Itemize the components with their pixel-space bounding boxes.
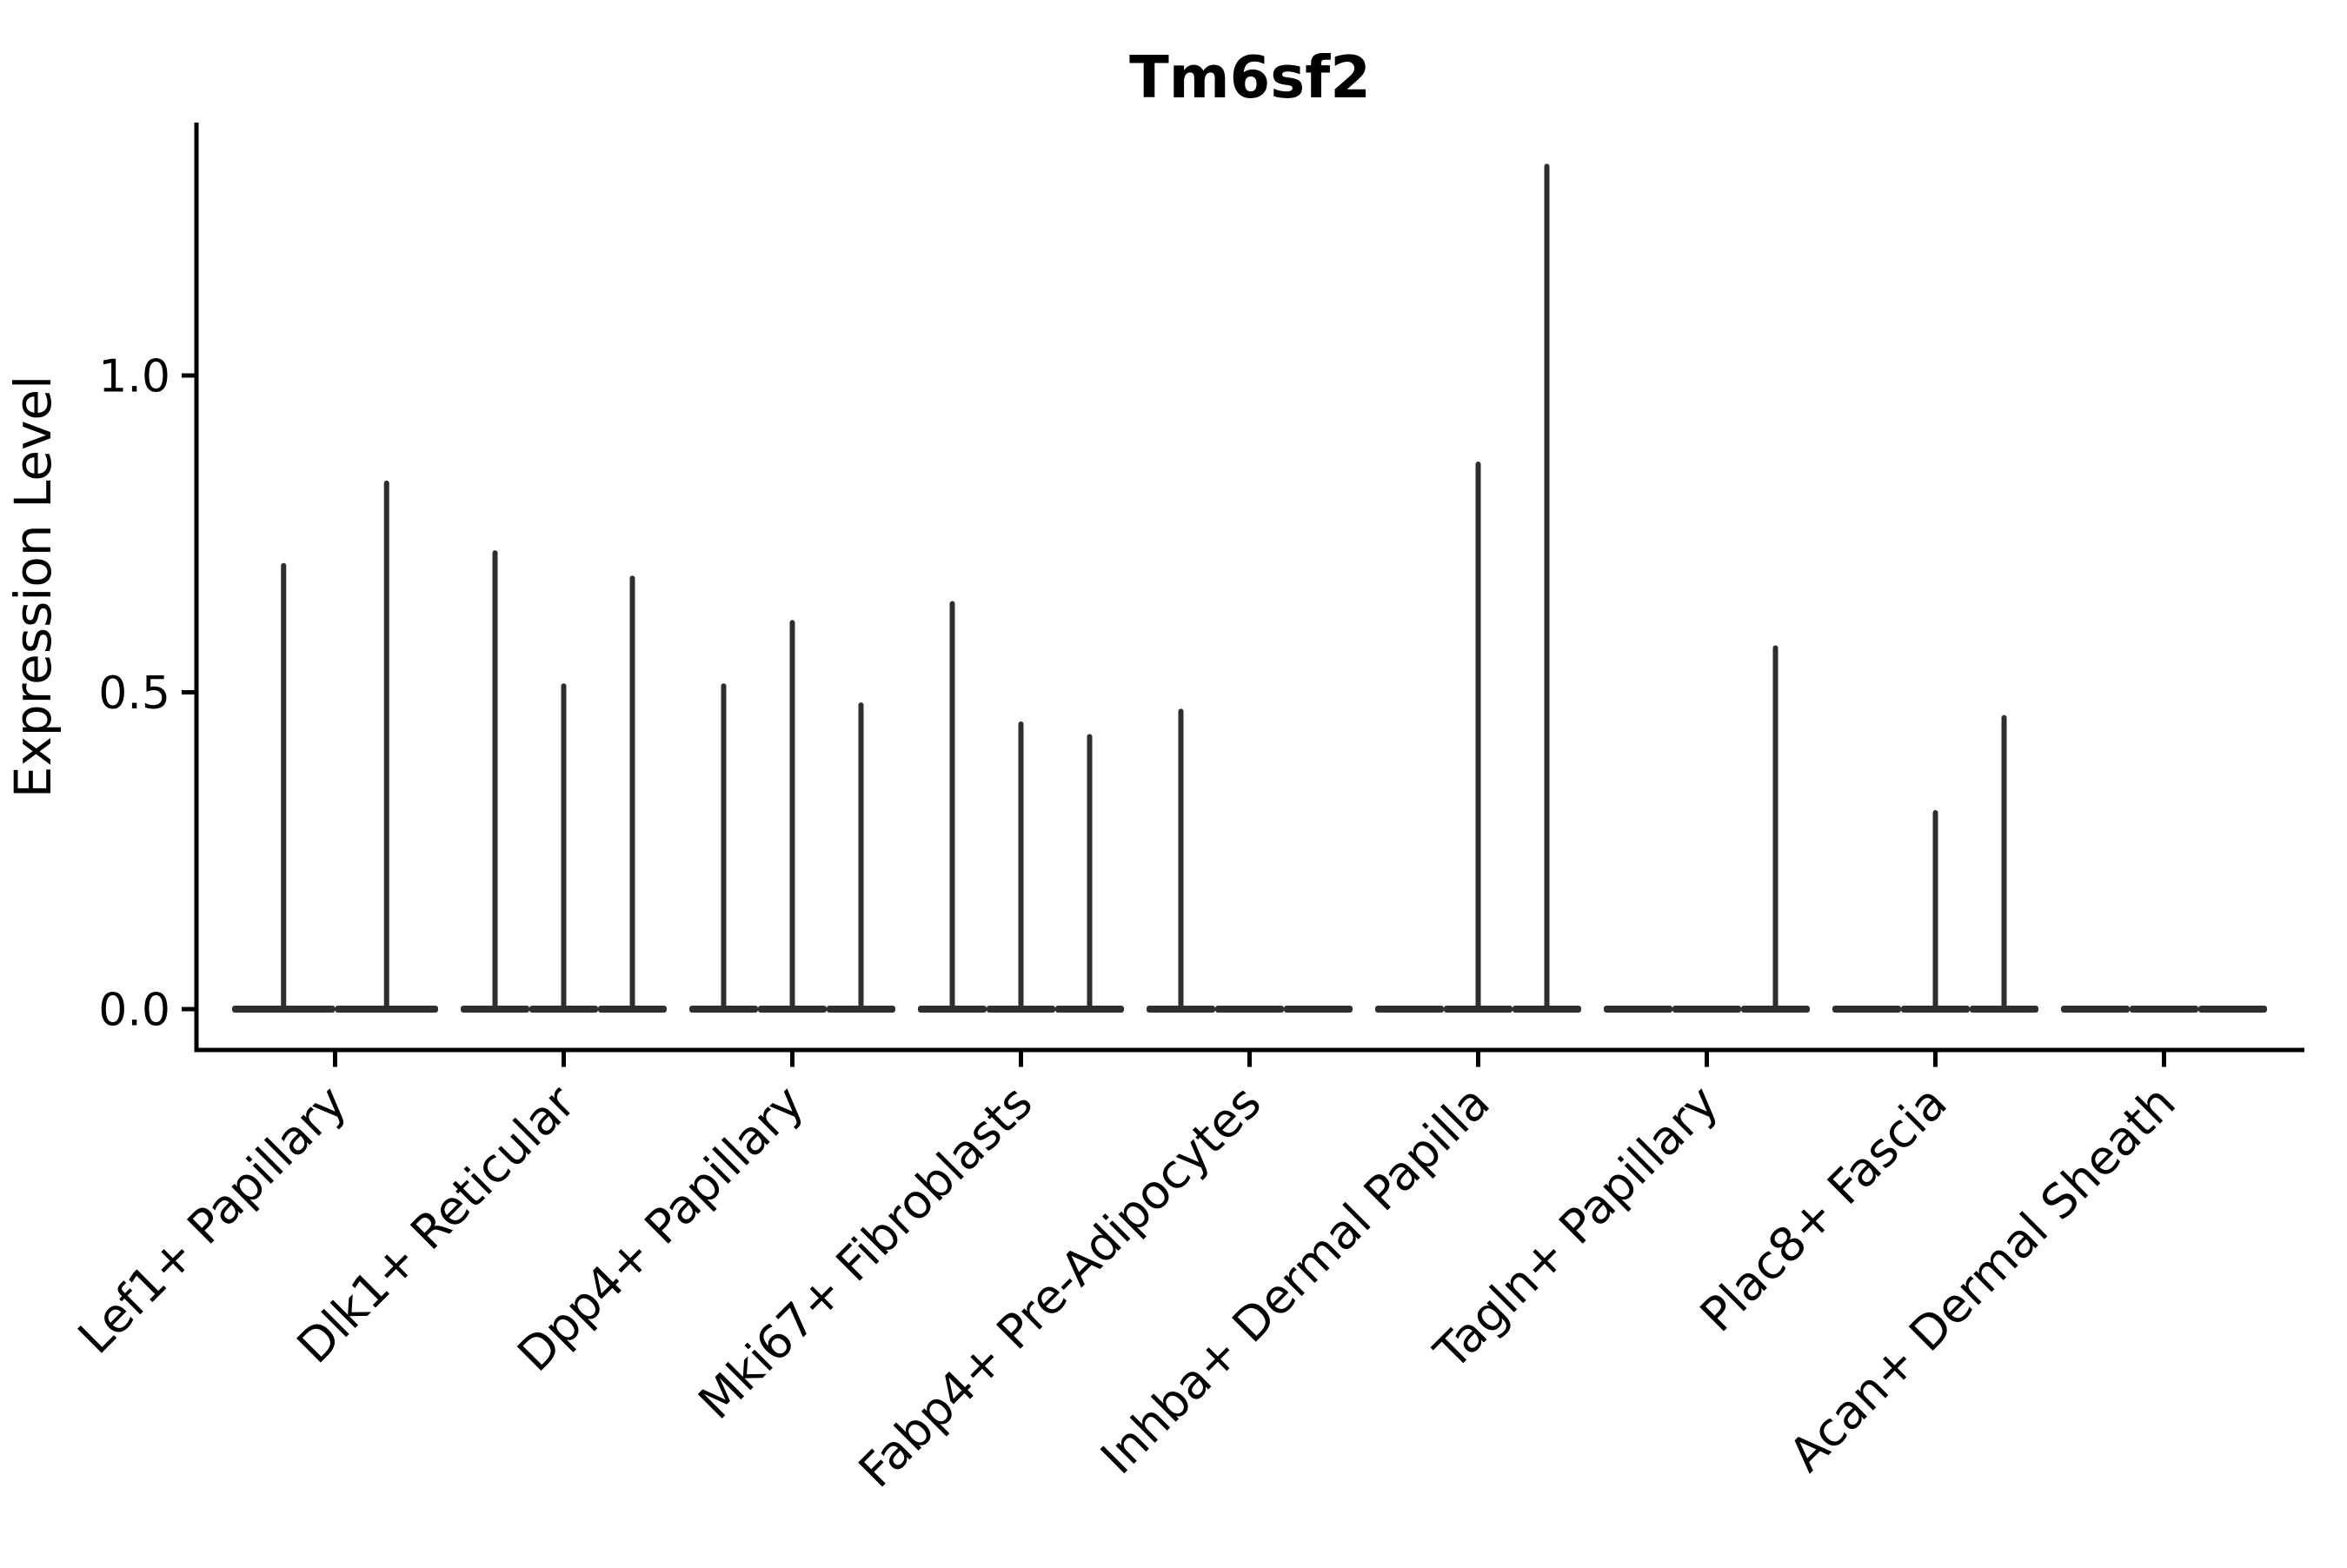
violin [987, 721, 1055, 1013]
violin [461, 550, 529, 1013]
y-tick-labels: 0.0 0.5 1.0 [98, 351, 196, 1037]
violin [1832, 1006, 1901, 1013]
violin [1055, 734, 1124, 1013]
violin-baseline [2130, 1006, 2198, 1013]
violin [1215, 1006, 1284, 1013]
x-tick-label: Plac8+ Fascia [1690, 1075, 1958, 1343]
violin [918, 601, 987, 1013]
violin [1970, 714, 2038, 1013]
violin [335, 480, 438, 1013]
violin [1375, 1006, 1444, 1013]
violin [1901, 810, 1970, 1013]
chart-title: Tm6sf2 [1129, 43, 1371, 111]
violins [232, 163, 2267, 1013]
violin [232, 562, 336, 1013]
y-tick-label: 1.0 [98, 351, 170, 403]
x-tick-label: Inhba+ Dermal Papilla [1090, 1075, 1499, 1485]
violin [1672, 1006, 1741, 1013]
violin-baseline [2198, 1006, 2267, 1013]
violin [1513, 163, 1581, 1013]
violin [1604, 1006, 1672, 1013]
x-tick-label: Fabp4+ Pre-Adipocytes [848, 1075, 1272, 1498]
y-tick-label: 0.0 [98, 985, 170, 1037]
violin [758, 620, 827, 1013]
violin-baseline [2061, 1006, 2130, 1013]
violin-baseline [1672, 1006, 1741, 1013]
violin-baseline [1284, 1006, 1353, 1013]
violin [1741, 645, 1810, 1013]
violin [529, 683, 598, 1013]
violin [2130, 1006, 2198, 1013]
y-tick-label: 0.5 [98, 668, 170, 720]
violin [1444, 462, 1513, 1013]
violin-baseline [1375, 1006, 1444, 1013]
violin [2061, 1006, 2130, 1013]
axes [194, 123, 2304, 1067]
violin [2198, 1006, 2267, 1013]
violin [1147, 708, 1215, 1013]
violin [1284, 1006, 1353, 1013]
violin-baseline [1604, 1006, 1672, 1013]
violin [827, 702, 895, 1013]
y-axis-label: Expression Level [3, 375, 63, 798]
violin [598, 575, 667, 1013]
violin-baseline [1215, 1006, 1284, 1013]
x-tick-label: Acan+ Dermal Sheath [1779, 1075, 2185, 1482]
violin-baseline [1832, 1006, 1901, 1013]
violin [689, 683, 758, 1013]
